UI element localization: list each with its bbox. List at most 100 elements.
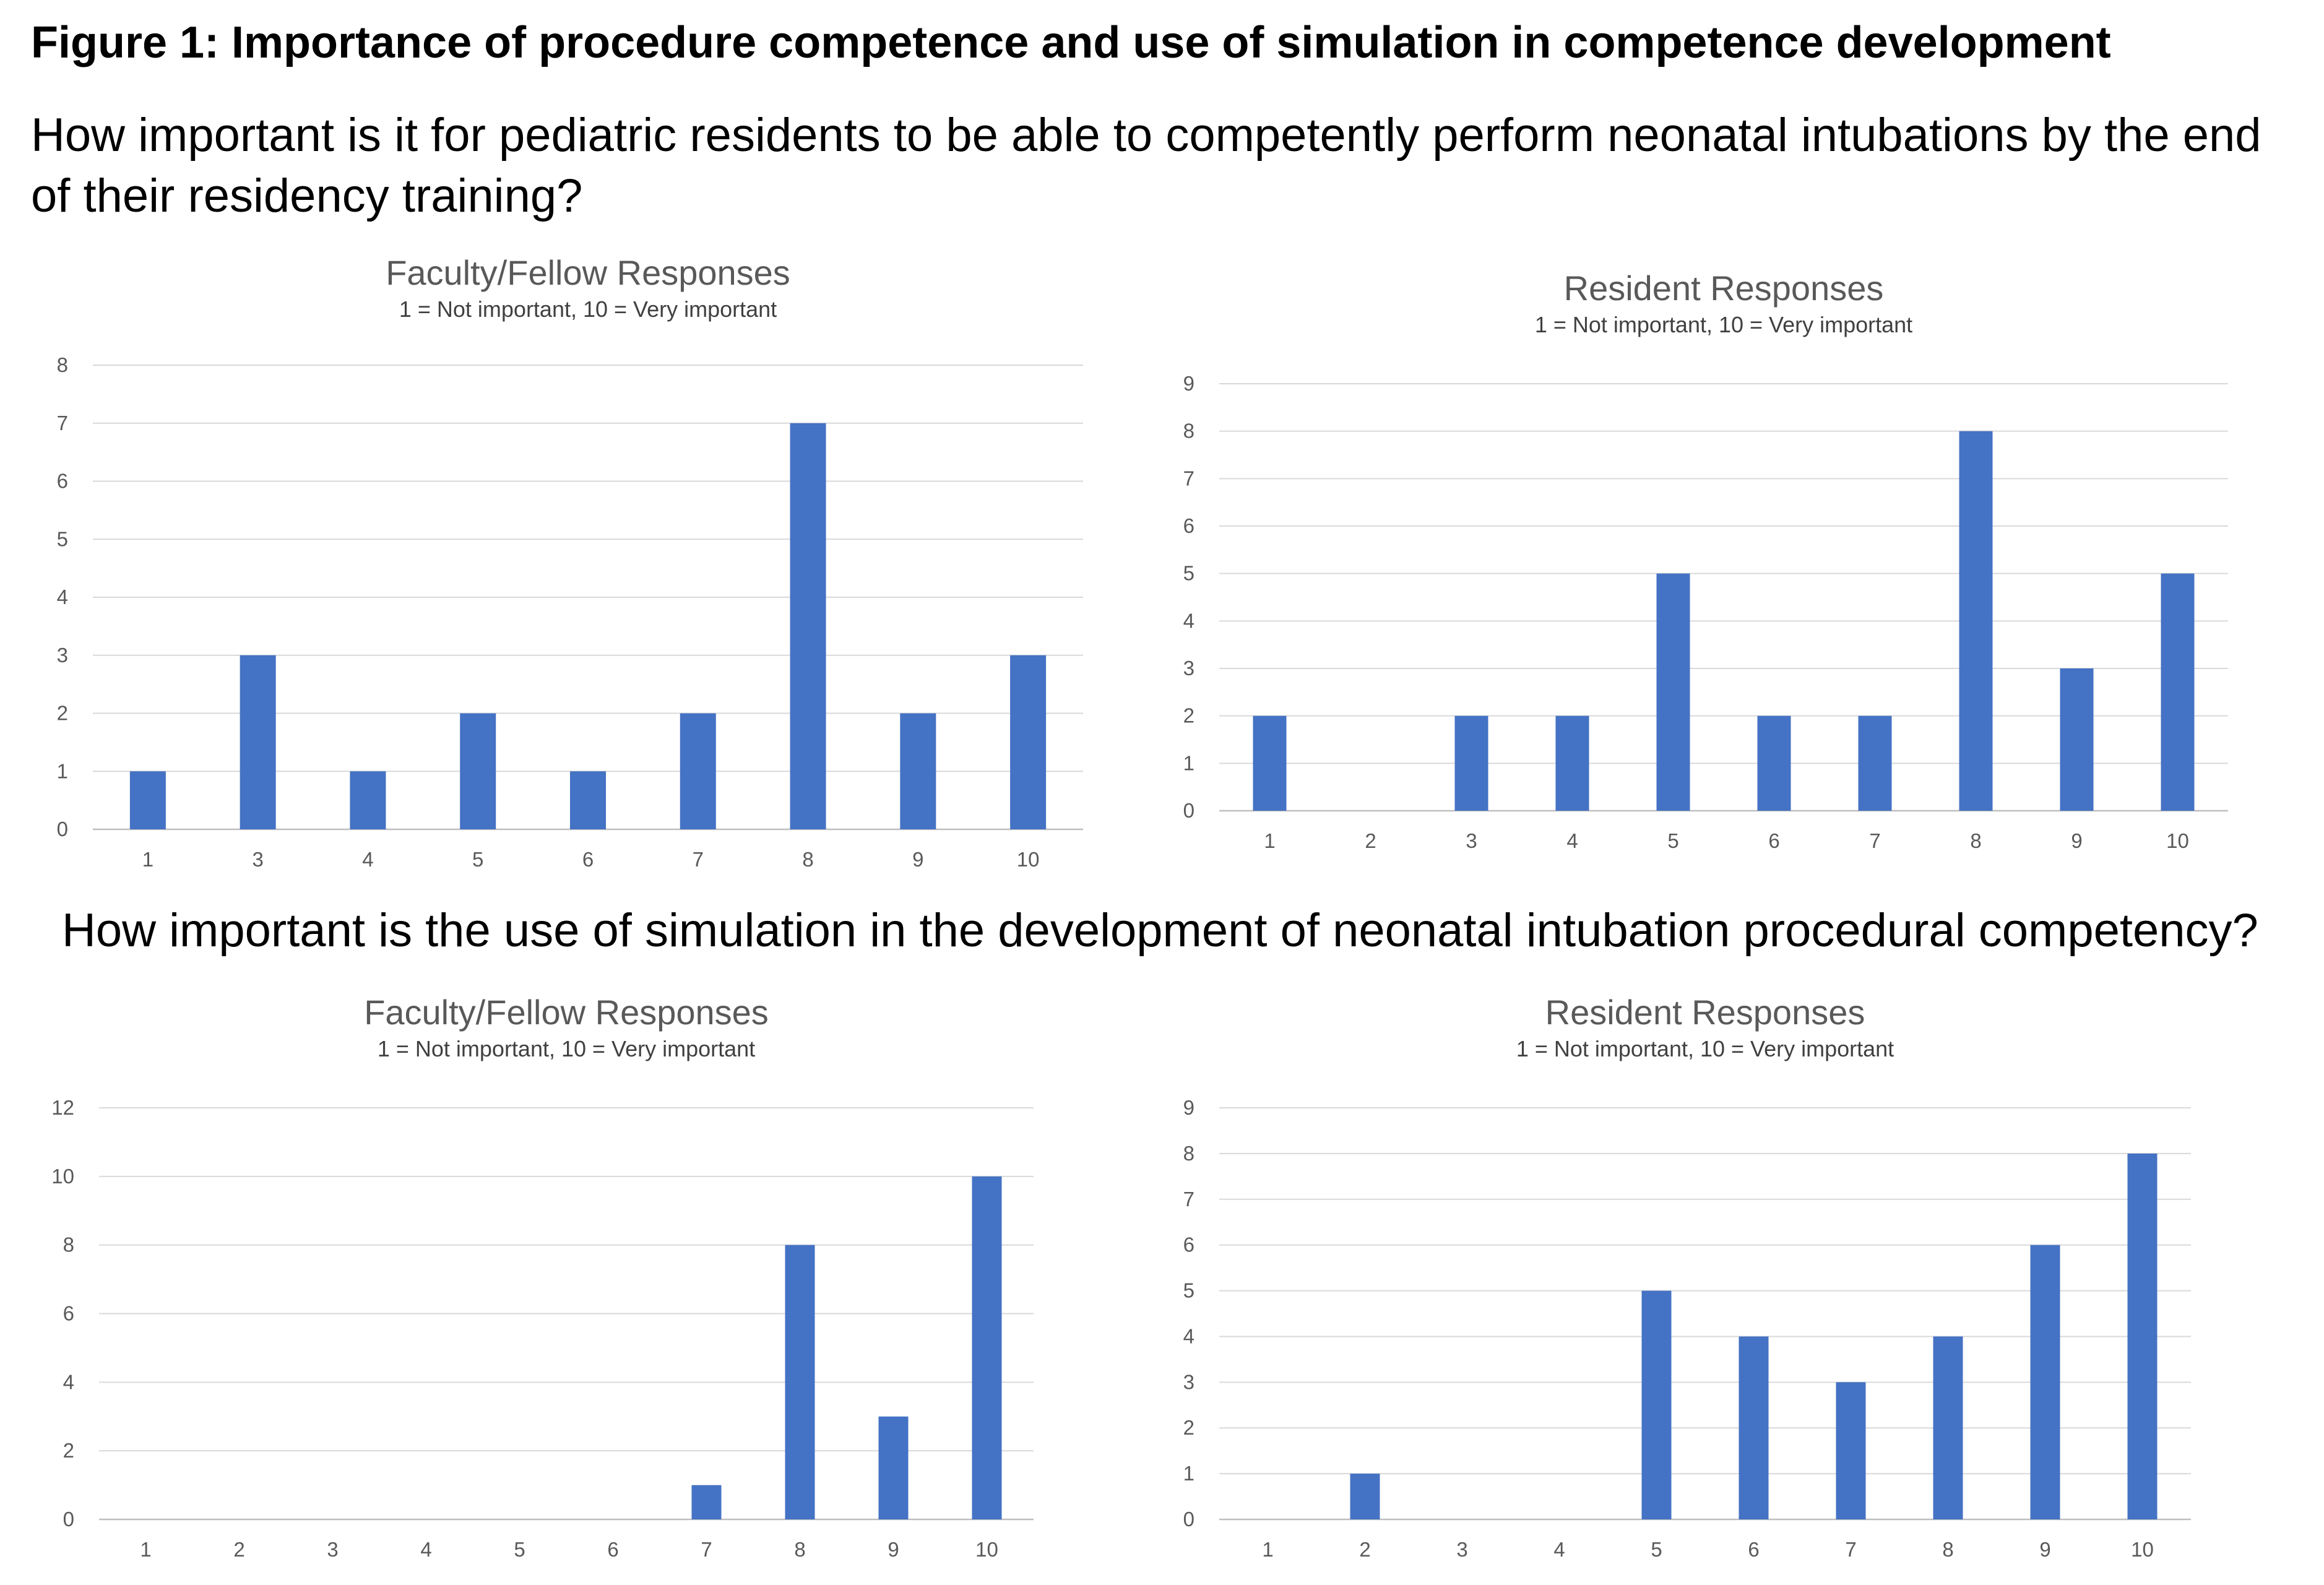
bar [1010,655,1047,829]
x-tick-label: 4 [1566,829,1578,852]
chart-title: Faculty/Fellow Responses [364,993,769,1032]
bar [1350,1474,1380,1519]
x-tick-label: 9 [888,1538,899,1561]
x-tick-label: 9 [2039,1538,2050,1561]
y-tick-label: 7 [1183,467,1194,490]
x-tick-label: 2 [1365,829,1376,852]
y-tick-label: 12 [51,1096,74,1119]
y-tick-label: 4 [63,1370,74,1393]
bar [1757,715,1791,811]
x-tick-label: 4 [1553,1538,1565,1561]
x-tick-label: 9 [912,848,923,871]
x-tick-label: 4 [362,848,373,871]
bar [1858,715,1892,811]
bar [1555,715,1589,811]
y-tick-label: 9 [1183,372,1194,395]
bar [785,1245,815,1519]
x-tick-label: 6 [1748,1538,1759,1561]
x-tick-label: 7 [693,848,704,871]
y-tick-label: 8 [1183,420,1194,443]
y-tick-label: 3 [57,644,68,667]
x-tick-label: 8 [1970,829,1981,852]
x-tick-label: 8 [802,848,813,871]
x-tick-label: 6 [1768,829,1779,852]
chart-svg: Faculty/Fellow Responses 1 = Not importan… [57,253,1083,871]
x-tick-label: 8 [794,1538,805,1561]
x-tick-label: 3 [252,848,263,871]
y-tick-label: 6 [1183,1233,1194,1256]
bar [240,655,276,829]
x-tick-label: 10 [1017,848,1040,871]
x-tick-label: 3 [1466,829,1477,852]
chart-title: Faculty/Fellow Responses [386,253,790,292]
bar [878,1416,909,1519]
bar [1656,573,1690,811]
x-tick-label: 10 [2166,829,2189,852]
chart-simulation-faculty: Faculty/Fellow Responses 1 = Not importan… [31,993,1083,1584]
x-tick-label: 3 [327,1538,338,1561]
x-tick-label: 7 [1845,1538,1856,1561]
bar [1739,1336,1769,1519]
y-tick-label: 8 [1183,1142,1194,1165]
chart-title: Resident Responses [1564,269,1884,308]
x-tick-label: 5 [472,848,483,871]
figure-title: Figure 1: Importance of procedure compet… [31,18,2111,67]
x-tick-label: 2 [1359,1538,1370,1561]
x-tick-label: 8 [1942,1538,1953,1561]
y-tick-label: 0 [1183,1508,1194,1531]
y-tick-label: 0 [1183,799,1194,822]
x-tick-label: 10 [975,1538,998,1561]
question-simulation: How important is the use of simulation i… [62,904,2258,957]
y-tick-label: 9 [1183,1096,1194,1119]
chart-svg: Resident Responses 1 = Not important, 10 … [1183,269,2228,852]
chart-subtitle: 1 = Not important, 10 = Very important [378,1036,755,1061]
bar [790,423,826,829]
question-competence: How important is it for pediatric reside… [31,109,2261,222]
chart-competence-faculty: Faculty/Fellow Responses 1 = Not importan… [31,248,1114,871]
x-tick-label: 1 [1264,829,1275,852]
y-tick-label: 5 [57,527,68,550]
chart-simulation-resident: Resident Responses 1 = Not important, 10 … [1164,993,2240,1584]
bar [570,771,606,829]
bar [2127,1153,2158,1519]
y-tick-label: 4 [1183,609,1194,632]
bar [1933,1336,1963,1519]
y-tick-label: 7 [1183,1188,1194,1211]
chart-svg: Faculty/Fellow Responses 1 = Not importan… [51,993,1034,1561]
chart-competence-resident: Resident Responses 1 = Not important, 10 … [1164,269,2240,885]
y-tick-label: 8 [63,1233,74,1256]
x-tick-label: 2 [233,1538,244,1561]
y-tick-label: 6 [63,1302,74,1325]
bar [2161,573,2195,811]
x-tick-label: 5 [514,1538,525,1561]
y-tick-label: 5 [1183,1279,1194,1302]
bar [2060,668,2094,811]
bar [1454,715,1488,811]
chart-title: Resident Responses [1545,993,1865,1032]
x-tick-label: 10 [2131,1538,2154,1561]
y-tick-label: 1 [57,759,68,782]
x-tick-label: 6 [582,848,594,871]
x-tick-label: 1 [140,1538,151,1561]
bar [691,1485,722,1519]
bar [680,713,716,829]
y-tick-label: 7 [57,412,68,434]
y-tick-label: 4 [1183,1324,1194,1347]
x-tick-label: 4 [420,1538,431,1561]
bar [460,713,496,829]
x-tick-label: 1 [1262,1538,1273,1561]
bar [1641,1290,1672,1519]
y-tick-label: 5 [1183,562,1194,585]
x-tick-label: 5 [1651,1538,1662,1561]
y-tick-label: 4 [57,585,68,608]
y-tick-label: 3 [1183,1370,1194,1393]
y-tick-label: 10 [51,1165,74,1188]
chart-svg: Resident Responses 1 = Not important, 10 … [1183,993,2191,1561]
x-tick-label: 7 [1869,829,1880,852]
y-tick-label: 8 [57,353,68,376]
bar [1959,431,1993,811]
bar [2030,1245,2060,1519]
x-tick-label: 1 [142,848,153,871]
y-tick-label: 6 [57,470,68,493]
y-tick-label: 2 [1183,1416,1194,1439]
